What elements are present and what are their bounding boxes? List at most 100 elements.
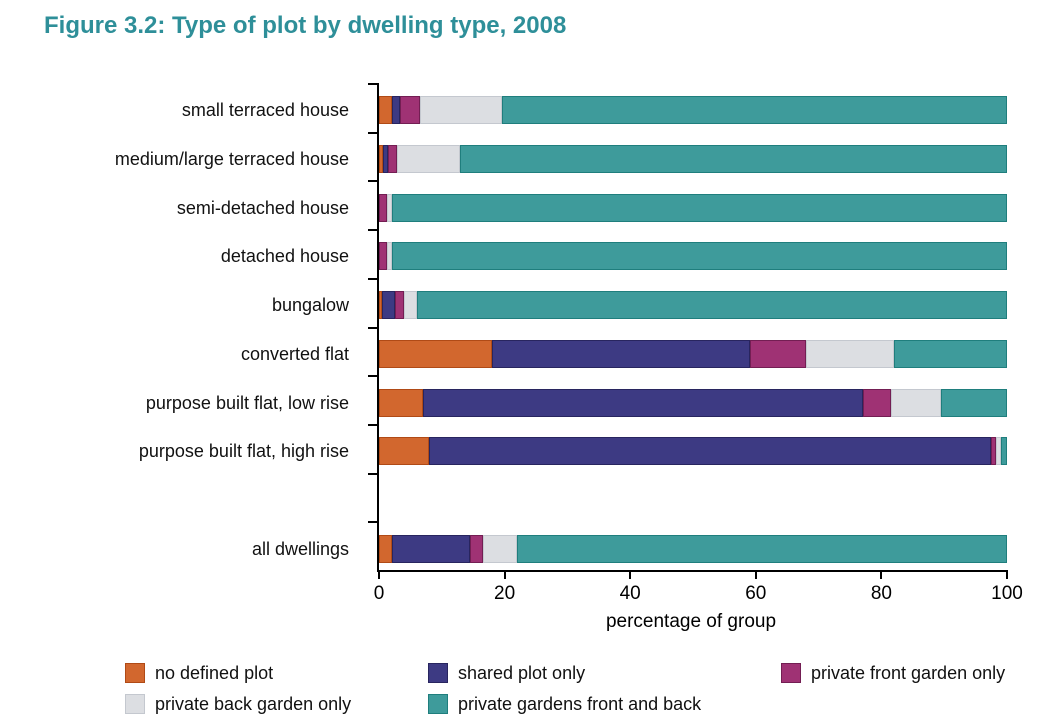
category-label: converted flat — [240, 343, 349, 364]
x-axis-tick — [754, 570, 757, 579]
bar-segment — [893, 339, 1007, 368]
legend-item: private back garden only — [125, 692, 351, 716]
bar-segment — [382, 291, 395, 320]
x-axis-tick — [629, 570, 632, 579]
legend-label: private front garden only — [811, 662, 1006, 683]
legend-swatch — [125, 694, 145, 714]
y-axis-tick — [368, 521, 377, 524]
x-axis-tick-label: 80 — [870, 583, 892, 604]
legend-swatch — [781, 663, 801, 683]
stacked-bar-chart: small terraced house medium/large terrace… — [0, 83, 1059, 722]
bar-row — [379, 437, 1007, 466]
category-label: semi-detached house — [176, 197, 349, 218]
bar-segment — [995, 437, 1001, 466]
category-label: purpose built flat, low rise — [145, 392, 349, 413]
legend-label: private gardens front and back — [458, 693, 702, 714]
bar-row — [379, 193, 1007, 222]
legend-label: private back garden only — [155, 693, 352, 714]
category-label: bungalow — [271, 295, 349, 316]
bar-segment — [416, 291, 1007, 320]
bar-row — [379, 388, 1007, 417]
bar-segment — [391, 242, 1007, 271]
bar-segment — [386, 193, 392, 222]
bar-segment — [806, 339, 894, 368]
legend-item: shared plot only — [428, 661, 585, 685]
y-axis-tick — [368, 229, 377, 232]
x-axis-tick — [503, 570, 506, 579]
bar-segment — [379, 96, 392, 125]
bar-segment — [470, 534, 483, 563]
category-label: all dwellings — [251, 538, 349, 559]
bar-row — [379, 339, 1007, 368]
bar-segment — [379, 388, 423, 417]
bar-segment — [379, 291, 383, 320]
category-label: purpose built flat, high rise — [138, 441, 349, 462]
y-axis-labels: small terraced house medium/large terrace… — [0, 83, 363, 570]
bar-segment — [419, 96, 503, 125]
bar-row — [379, 534, 1007, 563]
x-axis-tick-label: 100 — [991, 583, 1023, 604]
bar-segment — [391, 193, 1007, 222]
category-label: small terraced house — [181, 100, 349, 121]
y-axis-tick — [368, 277, 377, 280]
bar-segment — [379, 242, 387, 271]
bar-segment — [379, 145, 384, 174]
y-axis-tick — [368, 131, 377, 134]
bar-segment — [862, 388, 891, 417]
x-axis-tick — [1006, 570, 1008, 579]
bar-row — [379, 291, 1007, 320]
y-axis-tick — [368, 472, 377, 475]
y-axis-tick — [368, 326, 377, 329]
legend-item: private front garden only — [781, 661, 1005, 685]
x-axis-tick — [378, 570, 380, 579]
legend-swatch — [428, 663, 448, 683]
y-axis-tick — [368, 83, 377, 85]
bar-segment — [379, 193, 387, 222]
category-label: medium/large terraced house — [114, 149, 349, 170]
bar-segment — [422, 388, 863, 417]
y-axis-tick — [368, 375, 377, 378]
figure-title: Figure 3.2: Type of plot by dwelling typ… — [44, 12, 567, 39]
plot-area: 0 20 40 60 80 100 — [368, 83, 1023, 604]
legend-label: shared plot only — [458, 662, 586, 683]
bar-segment — [890, 388, 942, 417]
bar-segment — [990, 437, 996, 466]
x-axis-title: percentage of group — [605, 611, 777, 632]
bar-segment — [492, 339, 750, 368]
x-axis-tick-label: 20 — [494, 583, 516, 604]
bar-segment — [387, 145, 398, 174]
bar-segment — [517, 534, 1007, 563]
bar-segment — [391, 534, 471, 563]
legend-item: no defined plot — [125, 661, 273, 685]
category-label: detached house — [220, 246, 349, 267]
legend-swatch — [125, 663, 145, 683]
bar-row — [379, 242, 1007, 271]
bar-segment — [394, 291, 405, 320]
bar-row — [379, 96, 1007, 125]
x-axis-tick-label: 60 — [745, 583, 767, 604]
bar-segment — [383, 145, 388, 174]
legend-item: private gardens front and back — [428, 692, 701, 716]
bar-segment — [391, 96, 400, 125]
bar-segment — [397, 145, 460, 174]
bar-segment — [429, 437, 991, 466]
x-axis-tick — [880, 570, 883, 579]
bar-segment — [460, 145, 1007, 174]
bar-segment — [379, 339, 493, 368]
bar-segment — [502, 96, 1007, 125]
bar-segment — [379, 437, 430, 466]
y-axis-tick — [368, 180, 377, 183]
bar-row — [379, 145, 1007, 174]
legend-label: no defined plot — [155, 662, 274, 683]
bar-segment — [404, 291, 417, 320]
bar-segment — [482, 534, 518, 563]
legend-swatch — [428, 694, 448, 714]
bar-segment — [1000, 437, 1007, 466]
y-axis-tick — [368, 423, 377, 426]
bar-segment — [941, 388, 1007, 417]
legend: no defined plot shared plot only private f… — [125, 661, 1045, 722]
bar-segment — [399, 96, 420, 125]
bar-segment — [379, 534, 392, 563]
x-axis-tick-label: 0 — [373, 583, 385, 604]
